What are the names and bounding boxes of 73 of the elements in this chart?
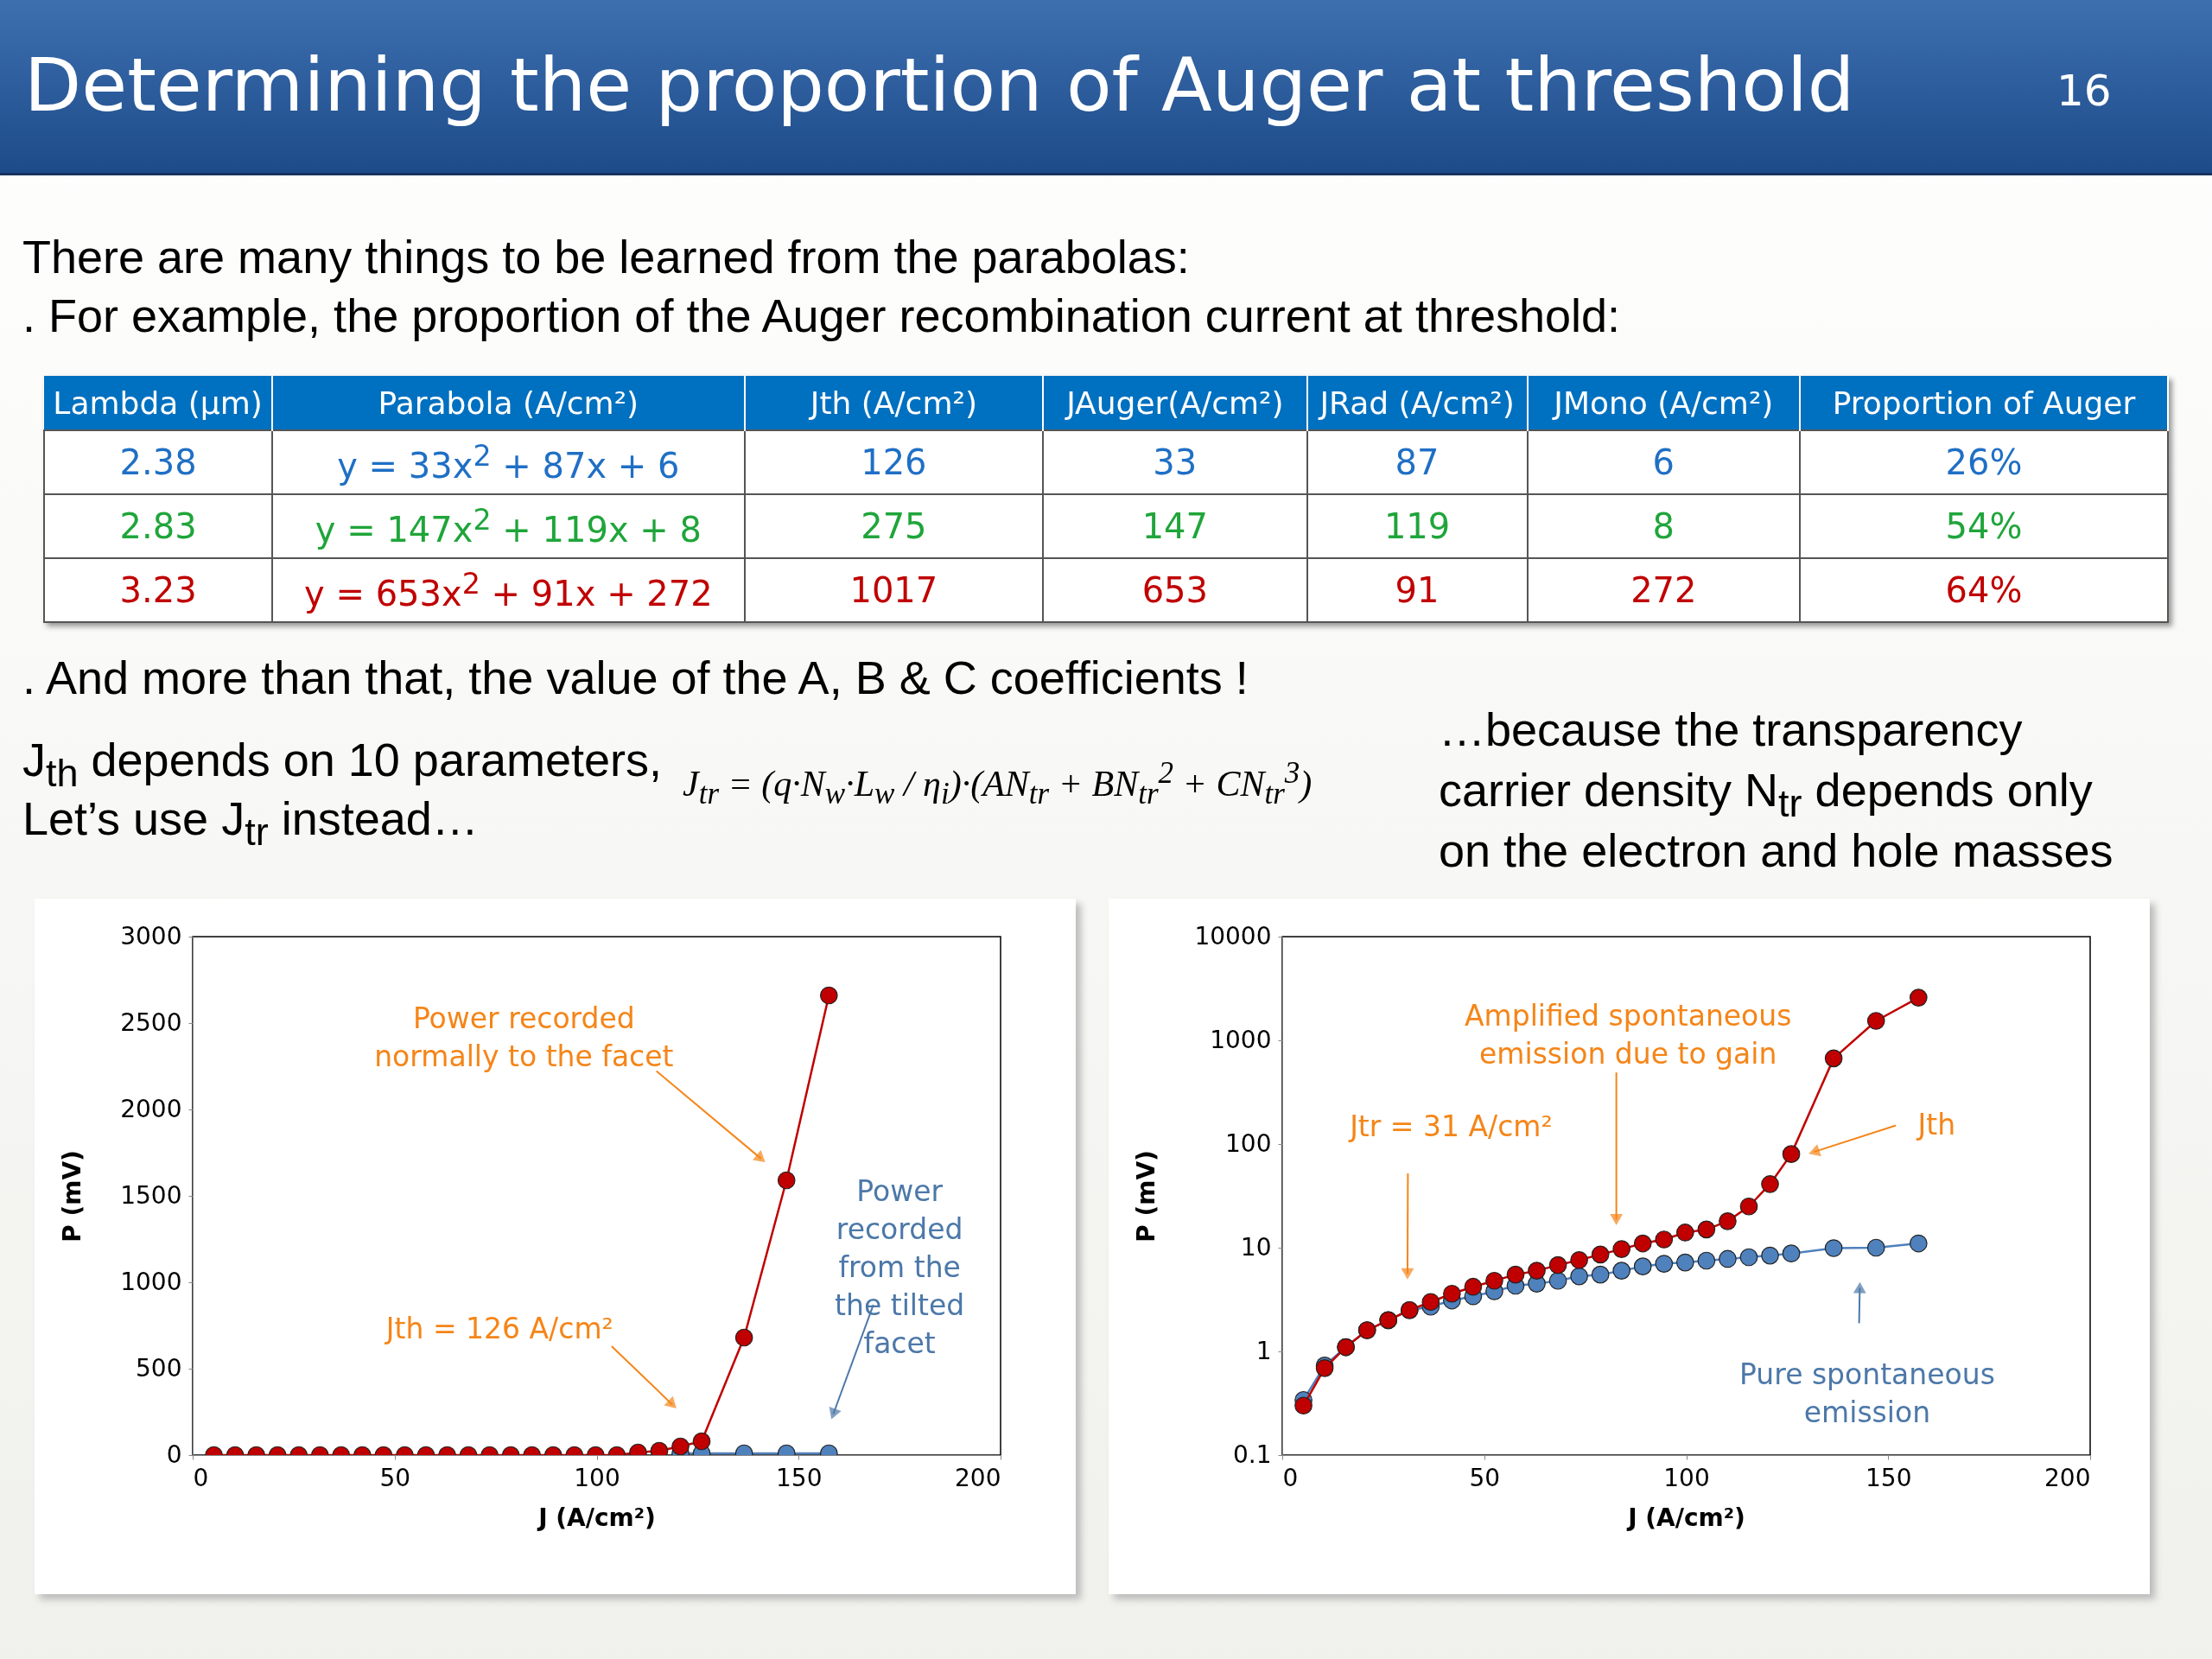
text: 126 [744, 430, 1044, 494]
text: Jth (A/cm²) [744, 376, 1044, 430]
text: Proportion of Auger [1800, 376, 2168, 430]
text: JAuger(A/cm²) [1043, 376, 1307, 430]
text: JMono (A/cm²) [1527, 376, 1801, 430]
y-tick-label: 2000 [120, 1094, 182, 1123]
text: 64% [1800, 558, 2168, 622]
y-tick-label: 0.1 [1232, 1440, 1272, 1469]
annotation: Pure spontaneous emission [1739, 1357, 1995, 1430]
y-tick-label: 1 [1255, 1336, 1272, 1365]
text: 275 [744, 494, 1044, 558]
annotation: Jtr = 31 A/cm² [1348, 1109, 1553, 1144]
y-tick-label: 1500 [120, 1180, 182, 1210]
x-tick-label: 100 [574, 1463, 620, 1492]
annotation: Power recorded normally to the facet [374, 1001, 674, 1073]
text: 26% [1800, 430, 2168, 494]
x-axis-title: J (A/cm²) [537, 1503, 656, 1532]
text: …because the transparency [1439, 703, 2023, 756]
text: 8 [1527, 494, 1801, 558]
x-tick-label: 50 [1469, 1463, 1501, 1492]
text: 653 [1043, 558, 1307, 622]
text: on the electron and hole masses [1439, 824, 2113, 877]
annotation: Jth = 126 A/cm² [384, 1312, 613, 1345]
text: 16 [2056, 66, 2112, 116]
x-tick-label: 0 [193, 1463, 209, 1492]
y-tick-label: 1000 [120, 1267, 182, 1296]
text: 1017 [744, 558, 1044, 622]
annotation: Jth [1916, 1107, 1956, 1141]
y-tick-label: 3000 [120, 921, 182, 950]
text: JRad (A/cm²) [1306, 376, 1528, 430]
text: 87 [1306, 430, 1528, 494]
text: J$_{th}$ depends on 10 parameters, [22, 734, 662, 795]
y-tick-label: 1000 [1210, 1025, 1272, 1054]
text: carrier density N$_{tr}$ depends only [1439, 764, 2093, 825]
text: 2.83 [44, 494, 273, 558]
annotation: Amplified spontaneous emission due to gain [1464, 999, 1792, 1071]
y-tick-label: 0 [166, 1440, 182, 1469]
text: 272 [1527, 558, 1801, 622]
text: 2.38 [44, 430, 273, 494]
y-tick-label: 500 [136, 1353, 182, 1382]
y-axis-title: P (mV) [58, 1150, 87, 1243]
text: Lambda (µm) [44, 376, 273, 430]
text: 33 [1043, 430, 1307, 494]
text: Parabola (A/cm²) [272, 376, 745, 430]
x-tick-label: 150 [1866, 1463, 1912, 1492]
text: 3.23 [44, 558, 273, 622]
x-axis-title: J (A/cm²) [1626, 1503, 1745, 1532]
x-tick-label: 150 [776, 1463, 823, 1492]
annotation: Power recorded from the the tilted facet [835, 1174, 965, 1360]
text: 119 [1306, 494, 1528, 558]
text: 6 [1527, 430, 1801, 494]
y-tick-label: 10 [1240, 1232, 1272, 1262]
y-tick-label: 2500 [120, 1007, 182, 1037]
text: 54% [1800, 494, 2168, 558]
x-tick-label: 50 [379, 1463, 411, 1492]
x-tick-label: 200 [2044, 1463, 2091, 1492]
x-tick-label: 100 [1663, 1463, 1710, 1492]
text: Determining the proportion of Auger at threshold [24, 41, 1855, 128]
y-axis-title: P (mV) [1132, 1150, 1161, 1243]
text: There are many things to be learned from the parabolas: [22, 231, 1190, 283]
text: J$_{tr}$ = (q·N$_{w}$·L$_{w}$ / η$_{i}$)·(AN$_{tr}$ + BN$_{tr}$$^{2}$ + CN$_{tr}$$^{3}$) [683, 756, 1313, 811]
text: 91 [1306, 558, 1528, 622]
text: Let’s use J$_{tr}$ instead… [22, 792, 479, 854]
text: y = 653x$^{2}$ + 91x + 272 [272, 558, 745, 622]
y-tick-label: 10000 [1194, 921, 1272, 950]
y-tick-label: 100 [1225, 1128, 1272, 1158]
text: y = 147x$^{2}$ + 119x + 8 [272, 494, 745, 558]
x-tick-label: 200 [955, 1463, 1001, 1492]
x-tick-label: 0 [1282, 1463, 1299, 1492]
text: . For example, the proportion of the Auger recombination current at threshold: [22, 289, 1621, 342]
text: . And more than that, the value of the A, B & C coefficients ! [22, 652, 1249, 704]
text: 147 [1043, 494, 1307, 558]
text: y = 33x$^{2}$ + 87x + 6 [272, 430, 745, 494]
